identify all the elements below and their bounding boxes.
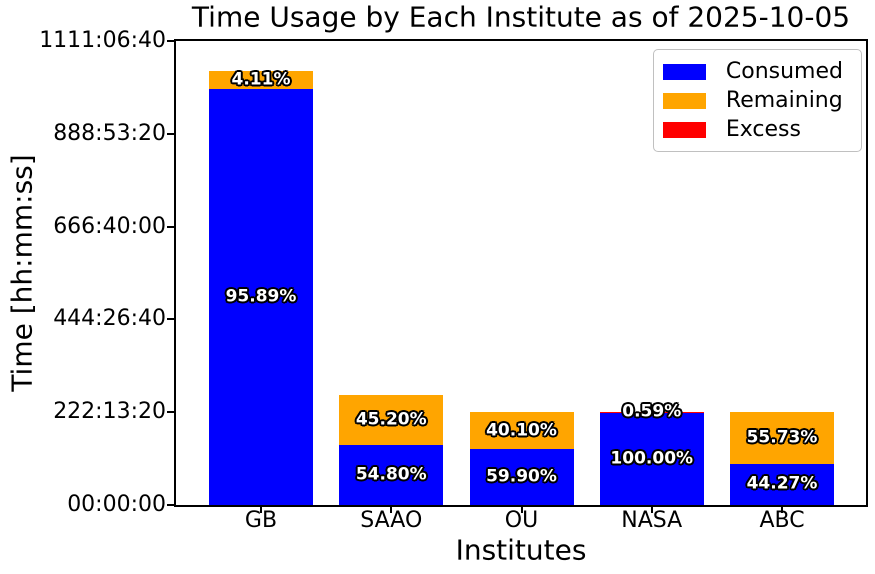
bar-segment-consumed: 95.89% [209, 88, 313, 505]
bar-segment-consumed: 54.80% [339, 444, 444, 505]
x-tick-mark [781, 507, 783, 513]
y-tick-label: 1111:06:40 [39, 28, 166, 53]
y-tick-label: 00:00:00 [67, 492, 166, 517]
y-tick-label: 888:53:20 [53, 120, 166, 146]
bar-segment-remaining: 40.10% [469, 412, 574, 450]
y-tick-label: 222:13:20 [53, 399, 166, 425]
chart-title: Time Usage by Each Institute as of 2025-… [191, 0, 851, 34]
legend-item-remaining: Remaining [662, 86, 843, 115]
x-tick-mark [520, 507, 523, 513]
bar-value-label: 40.10% [486, 420, 557, 441]
bar-abc: 44.27% 55.73% [730, 41, 834, 505]
x-tick-mark [650, 507, 653, 513]
x-tick-label: SAAO [360, 508, 423, 533]
y-tick-mark [167, 132, 174, 135]
x-tick-mark [390, 507, 393, 513]
y-axis-label: Time [hh:mm:ss] [5, 154, 39, 392]
legend-item-consumed: Consumed [662, 57, 843, 86]
x-tick-label: NASA [621, 508, 683, 533]
bar-value-label: 54.80% [355, 464, 427, 485]
bar-value-label: 4.11% [231, 69, 291, 90]
legend-item-label: Excess [725, 116, 801, 142]
bar-value-label: 55.73% [746, 427, 818, 448]
x-tick-label: ABC [759, 508, 805, 533]
y-tick-mark [167, 411, 174, 414]
bar-value-label: 44.27% [746, 473, 818, 494]
x-tick-label: OU [504, 508, 539, 533]
y-tick-mark [167, 40, 174, 42]
legend-swatch-icon [662, 63, 706, 80]
bar-nasa: 100.00% 0.59% [599, 41, 704, 505]
legend-swatch-icon [662, 92, 706, 109]
legend-item-excess: Excess [662, 115, 843, 144]
x-tick-mark [260, 507, 262, 513]
plot-area: 95.89% 4.11% 54.80% 45.20% 59.90% 40.10% 100.0… [174, 39, 868, 507]
bar-segment-remaining: 4.11% [209, 71, 313, 89]
x-tick-label: GB [244, 508, 278, 533]
y-tick-mark [167, 318, 174, 321]
bar-value-label: 59.90% [486, 466, 557, 487]
bar-segment-consumed: 100.00% [599, 412, 704, 505]
bar-value-label: 45.20% [355, 409, 427, 430]
y-tick-mark [167, 504, 174, 506]
bar-segment-remaining: 45.20% [339, 395, 444, 445]
bar-segment-consumed: 59.90% [469, 449, 574, 505]
bar-segment-excess: 0.59% [599, 403, 704, 420]
bar-value-label: 100.00% [610, 448, 694, 469]
bar-ou: 59.90% 40.10% [469, 41, 574, 505]
bar-value-label: 95.89% [225, 286, 297, 307]
bar-segment-remaining: 55.73% [730, 412, 834, 464]
y-tick-mark [167, 225, 174, 228]
legend-item-label: Remaining [725, 87, 843, 113]
x-axis-label: Institutes [455, 533, 587, 567]
y-tick-label: 444:26:40 [53, 306, 166, 332]
bar-value-label: 0.59% [622, 401, 682, 422]
bar-segment-consumed: 44.27% [730, 463, 834, 505]
legend-item-label: Consumed [725, 58, 843, 84]
legend-swatch-icon [662, 121, 706, 138]
y-tick-label: 666:40:00 [53, 213, 166, 239]
bar-gb: 95.89% 4.11% [209, 41, 313, 505]
bar-saao: 54.80% 45.20% [339, 41, 444, 505]
legend: Consumed Remaining Excess [652, 49, 862, 152]
